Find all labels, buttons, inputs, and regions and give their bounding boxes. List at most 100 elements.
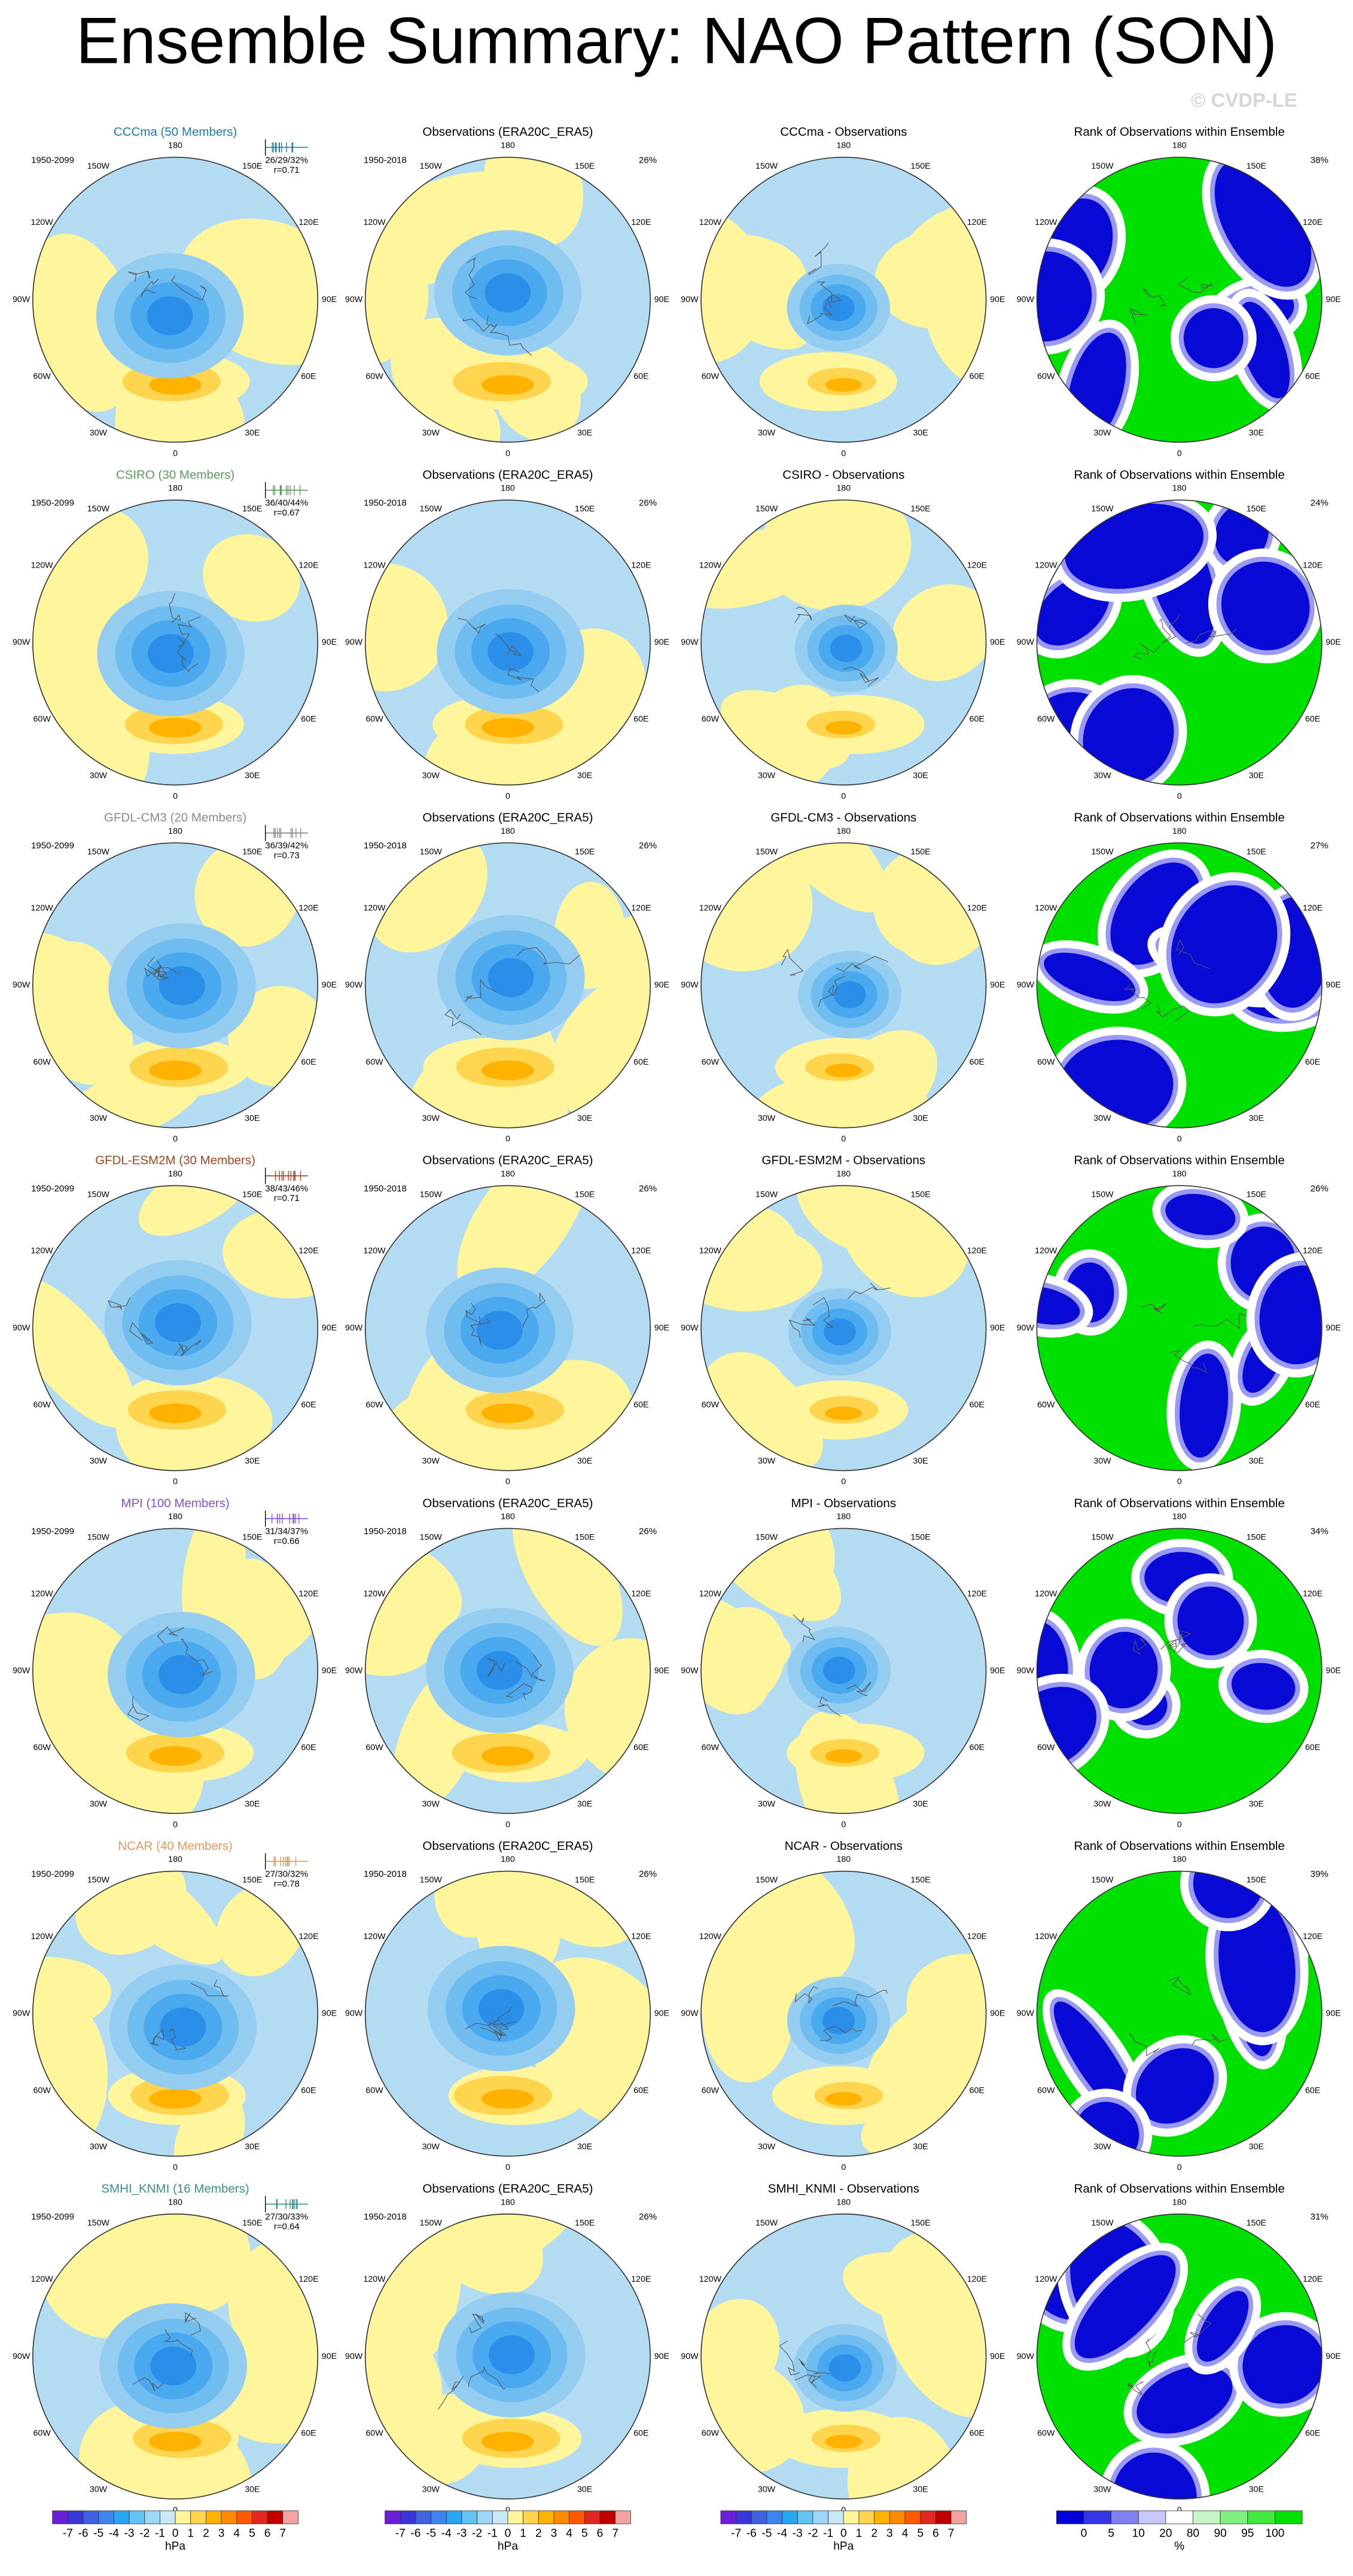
longitude-label: 120E: [1303, 1246, 1322, 1256]
positive-region: [825, 1749, 862, 1763]
polar-map: [701, 1871, 986, 2157]
longitude-label: 180: [1172, 1855, 1187, 1864]
positive-region: [554, 1984, 651, 2124]
longitude-label: 150E: [242, 2218, 262, 2228]
longitude-label: 60E: [970, 372, 985, 382]
longitude-label: 60E: [970, 1400, 985, 1410]
longitude-label: 30W: [422, 771, 440, 781]
colorbar-label: -4: [441, 2527, 452, 2540]
longitude-label: 150W: [1091, 1876, 1114, 1885]
colorbar-label: 20: [1159, 2527, 1172, 2540]
positive-region: [365, 563, 449, 691]
longitude-label: 30W: [422, 2142, 440, 2152]
longitude-label: 180: [168, 484, 182, 493]
panel-title: Rank of Observations within Ensemble: [1074, 1154, 1285, 1167]
colorbar-unit: hPa: [498, 2540, 518, 2553]
longitude-label: 60E: [301, 2428, 316, 2438]
colorbar-label: -3: [124, 2527, 135, 2540]
polar-map: [1037, 1871, 1322, 2157]
positive-region: [825, 1063, 862, 1078]
positive-region: [825, 2092, 862, 2106]
longitude-label: 90E: [322, 1666, 337, 1675]
period-label: 1950-2018: [364, 1526, 407, 1537]
longitude-label: 30W: [1093, 1114, 1111, 1123]
colorbar-box: [461, 2510, 478, 2525]
longitude-label: 150E: [575, 1876, 595, 1885]
negative-region: [150, 2346, 197, 2386]
longitude-label: 60W: [1037, 715, 1055, 724]
pattern-correlation: r=0.71: [274, 1193, 300, 1203]
longitude-label: 180: [501, 1512, 515, 1522]
longitude-label: 60W: [33, 1057, 51, 1067]
negative-region: [478, 1989, 525, 2028]
longitude-label: 60E: [1305, 372, 1320, 382]
polar-map: [32, 843, 318, 1128]
positive-region: [444, 1871, 632, 1930]
period-label: 1950-2099: [31, 498, 74, 508]
positive-region: [202, 534, 300, 622]
longitude-label: 30E: [577, 1799, 592, 1809]
colorbar-unit: %: [1174, 2540, 1184, 2553]
longitude-label: 90E: [322, 1323, 337, 1333]
longitude-label: 120E: [1303, 1589, 1322, 1599]
colorbar-label: 80: [1187, 2527, 1199, 2540]
longitude-label: 180: [1172, 827, 1187, 836]
colorbar-box: [175, 2510, 191, 2525]
positive-region: [751, 1074, 946, 1128]
colorbar-label: 6: [597, 2527, 604, 2540]
colorbar-box: [67, 2510, 84, 2525]
longitude-label: 150E: [242, 161, 262, 171]
longitude-label: 150W: [755, 2218, 778, 2228]
coastline: [107, 1297, 202, 1357]
percent-label: 24%: [1311, 498, 1328, 508]
longitude-label: 90E: [654, 2009, 669, 2019]
colorbar-box: [797, 2510, 813, 2525]
longitude-label: 60W: [365, 1400, 383, 1410]
longitude-label: 90E: [654, 638, 669, 647]
longitude-label: 30W: [90, 1114, 108, 1123]
longitude-label: 120W: [31, 903, 54, 913]
longitude-label: 150W: [1091, 2218, 1114, 2228]
longitude-label: 120E: [1303, 2275, 1322, 2284]
longitude-label: 0: [173, 2163, 178, 2172]
longitude-label: 90W: [13, 2352, 31, 2361]
longitude-label: 30W: [90, 2485, 108, 2495]
longitude-label: 30E: [913, 428, 928, 438]
period-label: 1950-2018: [364, 498, 407, 508]
longitude-label: 120E: [631, 2275, 651, 2284]
longitude-label: 60W: [365, 1743, 383, 1752]
longitude-label: 0: [173, 1820, 178, 1830]
colorbar-box: [736, 2510, 752, 2525]
longitude-label: 0: [1177, 2505, 1182, 2515]
longitude-label: 60W: [365, 2428, 383, 2438]
percent-label: 34%: [1311, 1526, 1328, 1537]
longitude-label: 180: [168, 1169, 182, 1179]
longitude-label: 180: [1172, 1169, 1187, 1179]
coastline: [150, 1979, 229, 2051]
longitude-label: 60E: [970, 715, 985, 724]
positive-region: [149, 375, 202, 395]
longitude-label: 180: [501, 1169, 515, 1179]
longitude-label: 120W: [363, 1932, 386, 1941]
colorbar-box: [385, 2510, 401, 2525]
longitude-label: 150E: [1247, 1876, 1266, 1885]
panel-title: Rank of Observations within Ensemble: [1074, 1496, 1285, 1510]
longitude-label: 60E: [301, 1400, 316, 1410]
colorbar-box: [935, 2510, 952, 2525]
colorbar-box: [523, 2510, 539, 2525]
coastline: [127, 270, 207, 301]
colorbar-label: -6: [78, 2527, 88, 2540]
positive-region: [482, 1746, 534, 1766]
longitude-label: 90E: [322, 2352, 337, 2361]
panel-title: CCCma - Observations: [780, 125, 907, 139]
coastline: [779, 2340, 830, 2388]
longitude-label: 150E: [575, 1533, 595, 1542]
longitude-label: 150W: [1091, 1533, 1114, 1542]
longitude-label: 90W: [13, 295, 31, 304]
longitude-label: 60W: [702, 2428, 720, 2438]
longitude-label: 30W: [758, 1456, 776, 1466]
rank-region: [1044, 952, 1136, 1001]
positive-region: [825, 2434, 862, 2449]
colorbar-box: [889, 2510, 906, 2525]
percent-label: 26%: [639, 2212, 657, 2222]
